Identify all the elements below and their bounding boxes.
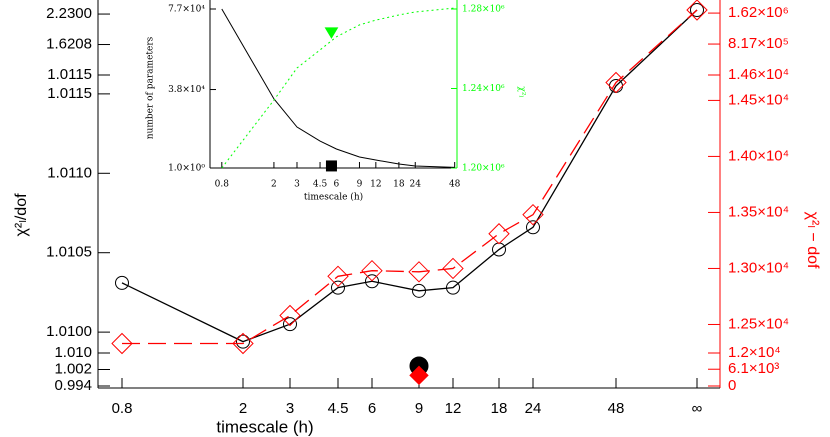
y-tick-label: 0.994 <box>54 377 92 394</box>
y-tick-label: 1.0115 <box>47 66 92 83</box>
marker <box>361 259 383 282</box>
y-tick-label: 1.46×10⁴ <box>728 66 789 83</box>
marker <box>409 365 429 386</box>
y-tick-label: 1.0105 <box>46 244 92 261</box>
x-tick-label: 3 <box>286 400 294 417</box>
series-line <box>221 7 455 169</box>
x-tick-label: 2 <box>271 180 277 190</box>
marker <box>279 304 301 327</box>
marker <box>522 203 544 226</box>
x-tick-label: 24 <box>410 180 422 190</box>
marker <box>686 0 708 21</box>
y2-tick-label: 1.24×10⁶ <box>462 84 505 94</box>
marker <box>283 317 297 332</box>
x-tick-label: 24 <box>525 400 542 417</box>
x-axis-label: timescale (h) <box>216 417 313 436</box>
y2-tick-label: 1.28×10⁶ <box>462 5 505 15</box>
x-tick-label: ∞ <box>692 400 703 417</box>
y-tick-label: 1.0×10⁰ <box>168 164 205 174</box>
marker <box>331 280 345 295</box>
marker <box>605 71 627 94</box>
y2-axis-label: χ²ₗ <box>517 86 527 97</box>
inset: 0.8 2 3 4.5 6 9 12 18 24 48 1.0×10⁰ 3.8×10⁴ 7.7×10⁴ 1… <box>146 0 527 203</box>
y-tick-label: 1.0100 <box>46 323 92 340</box>
y-tick-label: 1.45×10⁴ <box>728 91 789 108</box>
marker <box>412 283 426 298</box>
x-tick-label: 3 <box>294 180 300 190</box>
x-tick-label: 9 <box>357 180 363 190</box>
x-tick-label: 18 <box>393 180 405 190</box>
x-tick-label: 4.5 <box>328 400 349 417</box>
series-line <box>121 9 698 343</box>
marker <box>327 265 349 288</box>
marker <box>365 274 379 289</box>
marker <box>324 27 339 39</box>
y-tick-label: 1.6208 <box>46 35 92 52</box>
y-tick-label: 1.010 <box>54 344 92 361</box>
x-tick-label: 0.8 <box>215 180 230 190</box>
y-tick-label: 1.25×10⁴ <box>728 315 789 332</box>
y-tick-label: 3.8×10⁴ <box>168 85 205 95</box>
y-tick-label: 6.1×10³ <box>728 360 779 377</box>
marker <box>526 220 540 235</box>
y-tick-label: 1.35×10⁴ <box>728 203 789 220</box>
marker <box>111 332 133 355</box>
x-tick-label: 48 <box>608 400 625 417</box>
marker <box>115 275 129 290</box>
series-line <box>122 9 698 345</box>
y-tick-label: 1.62×10⁶ <box>728 4 789 21</box>
marker <box>488 223 510 245</box>
y-tick-label: 2.2300 <box>46 5 92 22</box>
y-axis-label: χ²ₗ/dof <box>13 193 30 237</box>
x-axis-label: timescale (h) <box>304 192 363 203</box>
y-tick-label: 1.0110 <box>47 164 92 181</box>
x-tick-label: 48 <box>449 180 461 190</box>
marker <box>442 257 464 280</box>
y-tick-label: 1.2×10⁴ <box>728 344 781 361</box>
y-tick-label: 1.40×10⁴ <box>728 147 789 164</box>
y2-tick-label: 1.20×10⁶ <box>462 164 505 174</box>
marker <box>690 3 704 17</box>
y-tick-label: 1.30×10⁴ <box>728 259 789 276</box>
marker <box>446 280 460 295</box>
marker <box>232 332 254 355</box>
x-tick-label: 9 <box>415 400 423 417</box>
x-tick-label: 4.5 <box>313 180 328 190</box>
y-tick-label: 1.002 <box>54 360 92 377</box>
x-tick-label: 12 <box>370 180 381 190</box>
y-tick-label: 8.17×10⁵ <box>728 35 789 52</box>
y-axis-label: number of parameters <box>146 36 156 139</box>
marker <box>408 261 430 283</box>
marker <box>236 334 250 349</box>
y-tick-label: 7.7×10⁴ <box>168 5 205 15</box>
y2-axis-label: χ²ₗ − dof <box>804 212 821 269</box>
x-tick-label: 18 <box>491 400 508 417</box>
x-tick-label: 6 <box>334 180 340 190</box>
y-tick-label: 1.0115 <box>47 85 92 102</box>
x-tick-label: 0.8 <box>112 400 133 417</box>
x-tick-label: 2 <box>239 400 247 417</box>
y-tick-label: 0 <box>728 377 736 394</box>
series-line <box>221 8 455 168</box>
x-tick-label: 12 <box>445 400 462 417</box>
x-tick-label: 6 <box>368 400 376 417</box>
marker <box>325 160 337 172</box>
